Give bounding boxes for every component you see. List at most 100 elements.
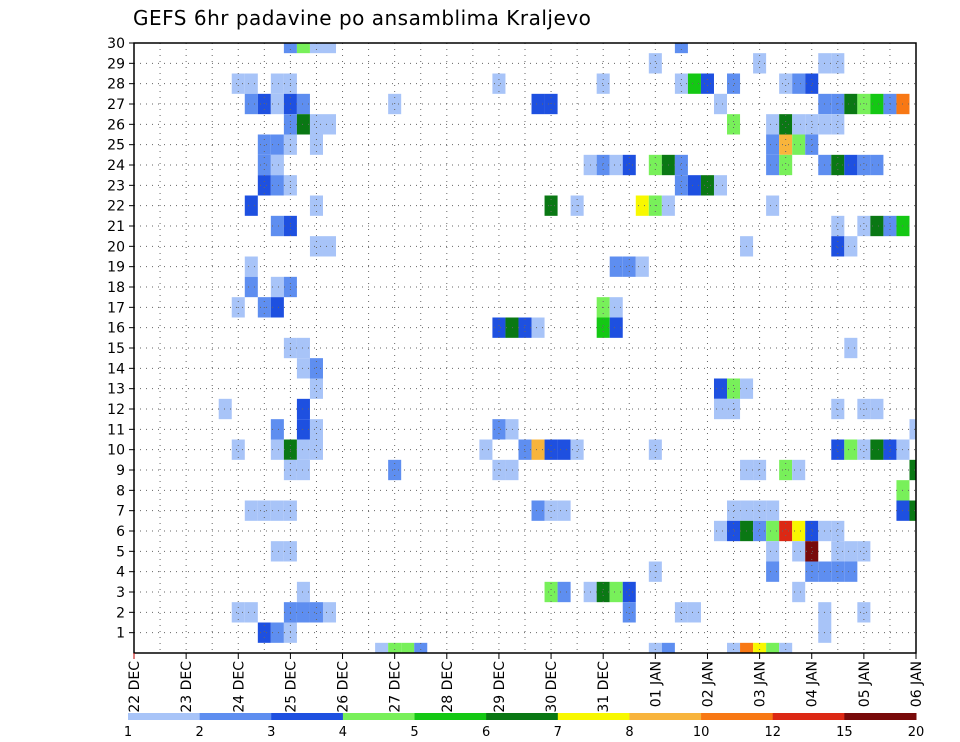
heatmap-cell: [309, 236, 323, 257]
heatmap-cell: [270, 175, 284, 196]
heatmap-cell: [270, 297, 284, 318]
heatmap-cell: [805, 541, 819, 562]
y-tick-label: 20: [107, 239, 125, 255]
heatmap-cell: [713, 378, 728, 399]
chart-title: GEFS 6hr padavine po ansamblima Kraljevo: [133, 6, 592, 30]
heatmap-cell: [270, 93, 284, 115]
heatmap-cell: [805, 114, 819, 135]
heatmap-cell: [753, 520, 767, 542]
colorbar-swatch: [199, 713, 272, 720]
heatmap-cell: [857, 541, 871, 562]
heatmap-cell: [674, 43, 688, 54]
heatmap-cell: [831, 439, 845, 460]
heatmap-cell: [388, 642, 402, 653]
heatmap-cell: [479, 439, 493, 460]
heatmap-cell: [766, 561, 780, 582]
heatmap-cell: [674, 175, 688, 196]
colorbar-swatch: [844, 713, 917, 720]
x-tick-label: 02 JAN: [700, 661, 716, 707]
x-tick-label: 31 DEC: [596, 661, 612, 713]
heatmap-cell: [296, 114, 310, 135]
heatmap-cell: [296, 581, 310, 603]
heatmap-cell: [779, 520, 793, 542]
heatmap-cell: [727, 114, 741, 135]
y-tick-label: 13: [107, 382, 125, 398]
heatmap-cells: [218, 43, 916, 653]
heatmap-cell: [831, 215, 845, 237]
y-tick-label: 27: [107, 97, 125, 113]
heatmap-cell: [648, 53, 662, 74]
heatmap-cell: [661, 642, 675, 653]
heatmap-cell: [844, 439, 858, 460]
heatmap-cell: [570, 439, 584, 460]
heatmap-cell: [727, 500, 741, 521]
heatmap-cell: [831, 114, 845, 135]
heatmap-cell: [296, 602, 310, 623]
heatmap-cell: [909, 459, 916, 481]
heatmap-cell: [779, 642, 793, 653]
heatmap-cell: [231, 602, 245, 623]
y-tick-label: 1: [116, 626, 125, 642]
heatmap-cell: [687, 175, 701, 196]
y-tick-label: 15: [107, 341, 125, 357]
x-tick-label: 25 DEC: [283, 661, 299, 713]
heatmap-cell: [713, 398, 728, 420]
heatmap-cell: [909, 500, 916, 521]
heatmap-cell: [766, 520, 780, 542]
heatmap-cell: [870, 439, 884, 460]
heatmap-cell: [218, 398, 232, 420]
heatmap-cell: [531, 93, 545, 115]
heatmap-cell: [244, 93, 258, 115]
y-tick-label: 28: [107, 77, 125, 93]
heatmap-cell: [753, 642, 767, 653]
y-tick-label: 16: [107, 321, 125, 337]
heatmap-cell: [883, 215, 897, 237]
heatmap-cell: [792, 541, 806, 562]
heatmap-cell: [779, 134, 793, 155]
y-tick-label: 3: [116, 585, 125, 601]
heatmap-cell: [414, 642, 428, 653]
heatmap-cell: [596, 154, 610, 176]
heatmap-cell: [792, 459, 806, 481]
colorbar-label: 10: [693, 725, 710, 740]
heatmap-cell: [713, 520, 728, 542]
y-tick-label: 11: [107, 422, 125, 438]
heatmap-cell: [283, 43, 297, 54]
heatmap-cell: [713, 175, 728, 196]
heatmap-cell: [270, 622, 284, 643]
colorbar-label: 1: [124, 725, 132, 740]
heatmap-cell: [492, 317, 506, 338]
heatmap-cell: [296, 439, 310, 460]
heatmap-cell: [857, 215, 871, 237]
y-tick-label: 17: [107, 300, 125, 316]
heatmap-cell: [609, 256, 623, 277]
heatmap-cell: [779, 154, 793, 176]
y-tick-label: 23: [107, 178, 125, 194]
heatmap-cell: [635, 256, 649, 277]
heatmap-cell: [687, 602, 701, 623]
colorbar-swatch: [772, 713, 845, 720]
heatmap-cell: [844, 154, 858, 176]
heatmap-cell: [766, 500, 780, 521]
heatmap-cell: [727, 378, 741, 399]
colorbar-label: 20: [908, 725, 925, 740]
heatmap-cell: [270, 541, 284, 562]
heatmap-cell: [296, 43, 310, 54]
heatmap-cell: [257, 154, 271, 176]
heatmap-cell: [270, 276, 284, 298]
heatmap-cell: [805, 520, 819, 542]
colorbar-label: 6: [482, 725, 490, 740]
heatmap-cell: [687, 73, 701, 94]
colorbar-label: 2: [195, 725, 203, 740]
x-tick-label: 22 DEC: [127, 661, 143, 713]
y-tick-label: 6: [116, 524, 125, 540]
colorbar: 1 2 3 4 5 6 7 8 10 12 15 20: [124, 713, 924, 740]
y-tick-label: 8: [116, 483, 125, 499]
heatmap-cell: [792, 581, 806, 603]
heatmap-cell: [792, 134, 806, 155]
heatmap-cell: [231, 439, 245, 460]
heatmap-cell: [309, 602, 323, 623]
heatmap-cell: [831, 541, 845, 562]
heatmap-cell: [844, 337, 858, 359]
heatmap-cell: [844, 561, 858, 582]
